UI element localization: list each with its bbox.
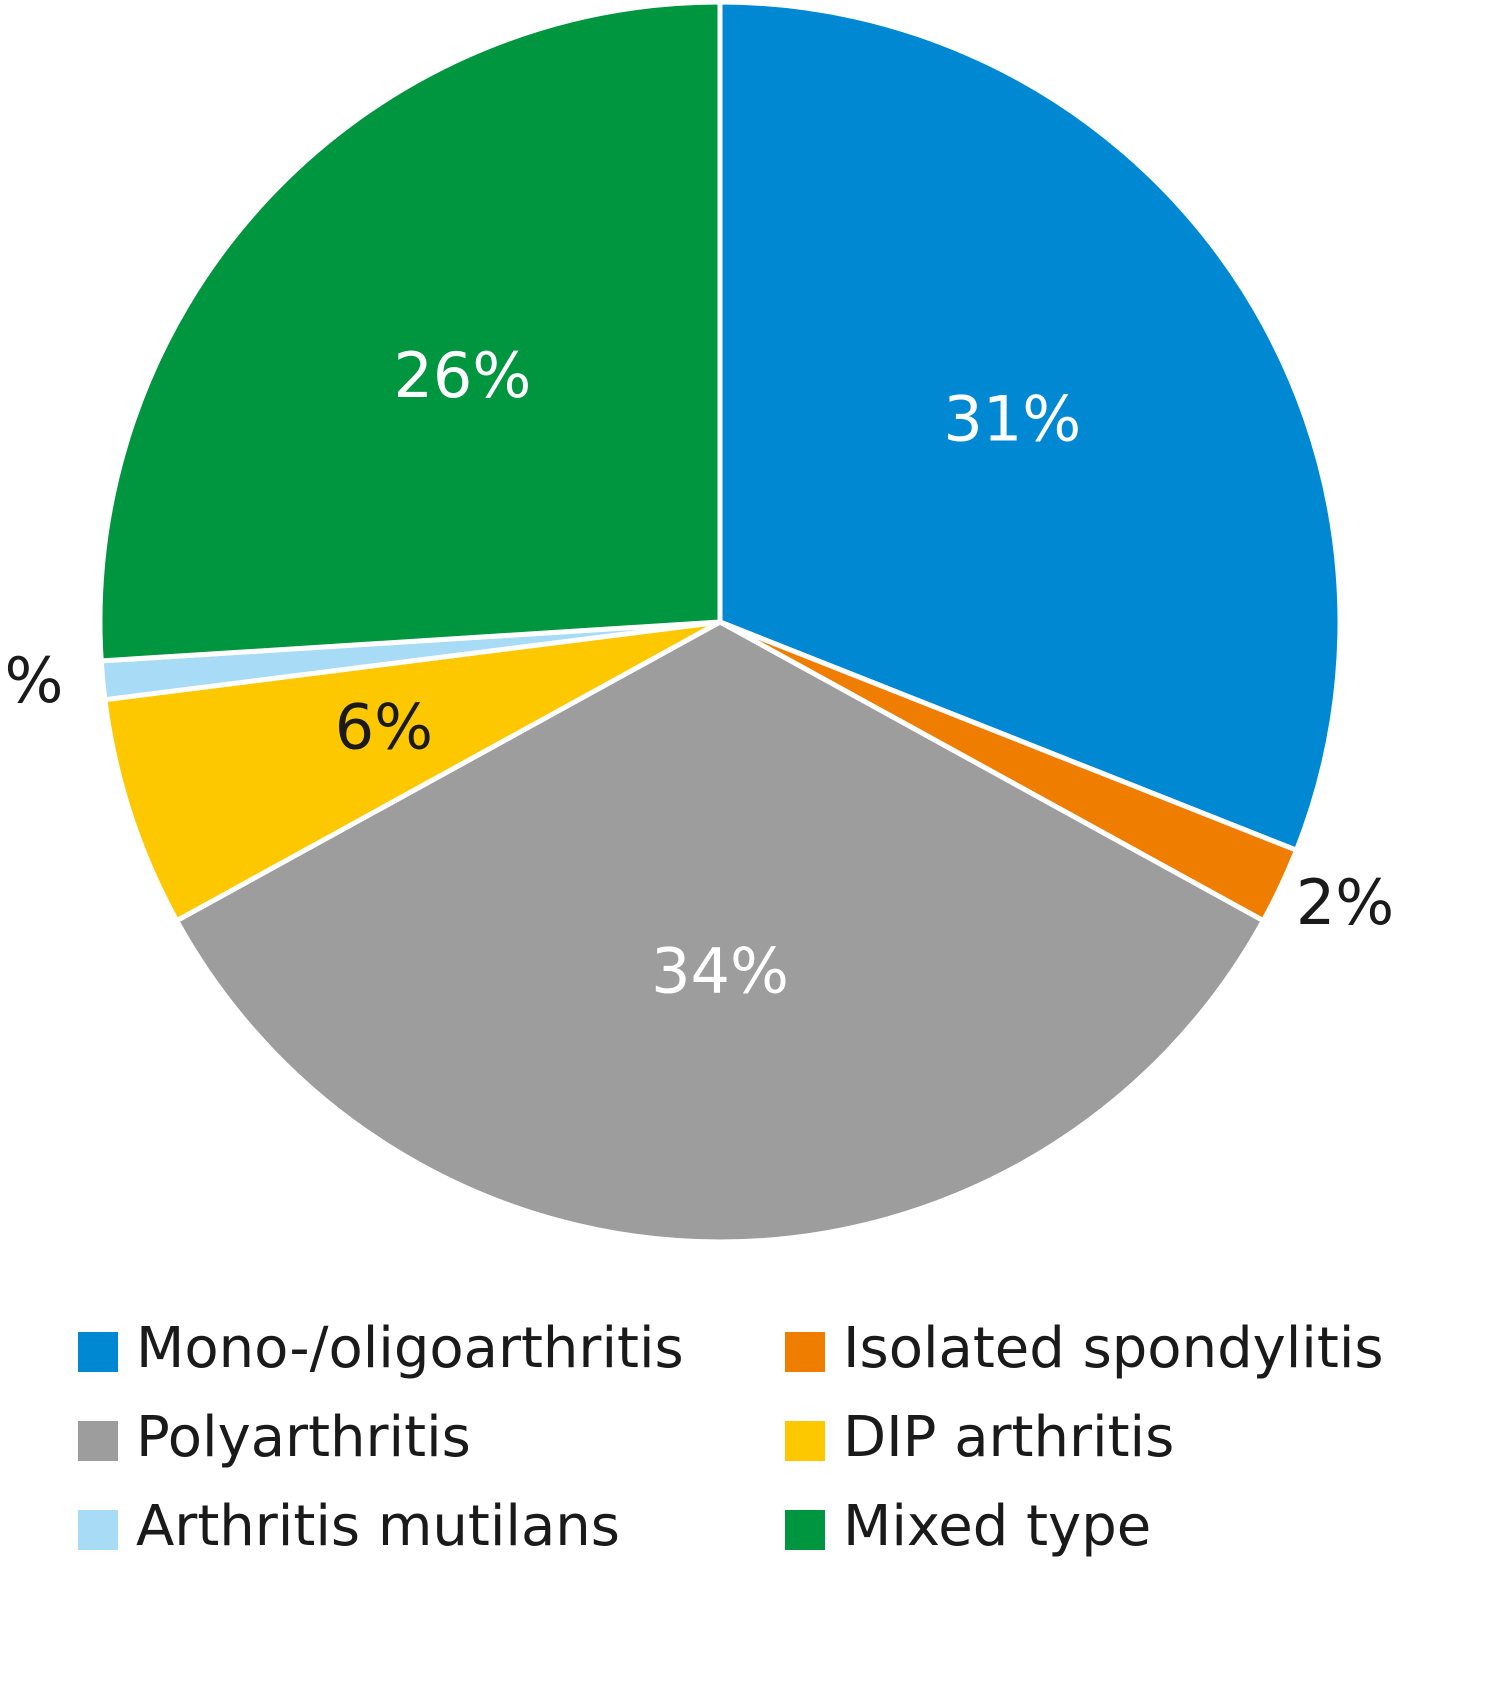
legend-label: DIP arthritis [843,1405,1174,1470]
legend-label: Arthritis mutilans [136,1494,620,1559]
data-label: 2% [1296,866,1394,939]
legend-swatch [785,1332,825,1372]
data-label: 26% [393,339,531,412]
data-label: 1% [0,644,63,717]
pie-slice [102,619,723,924]
legend-label: Isolated spondylitis [843,1316,1384,1381]
legend-swatch [785,1510,825,1550]
pie-slice [97,0,723,664]
data-label: 34% [651,934,789,1007]
legend-swatch [78,1421,118,1461]
legend-label: Mono-/oligoarthritis [136,1316,684,1381]
legend-label: Mixed type [843,1494,1151,1559]
legend-swatch [78,1332,118,1372]
legend-swatch [785,1421,825,1461]
legend-label: Polyarthritis [136,1405,471,1470]
legend-swatch [78,1510,118,1550]
data-label: 31% [943,382,1081,455]
pie-slice [174,619,1266,1245]
data-label: 6% [335,690,433,763]
pie-slice [717,0,1343,853]
